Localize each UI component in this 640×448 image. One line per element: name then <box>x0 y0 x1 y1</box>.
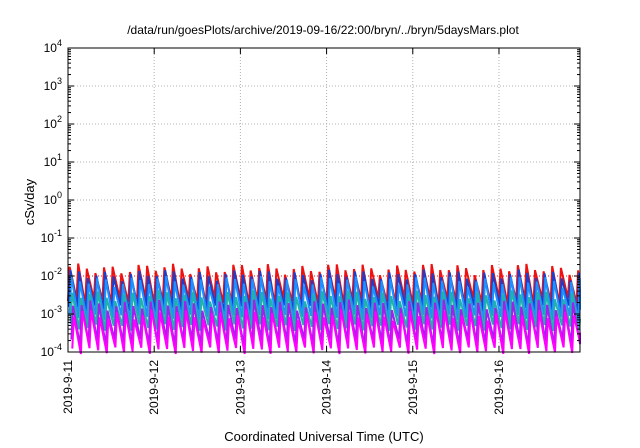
x-axis-label: Coordinated Universal Time (UTC) <box>224 429 423 444</box>
y-tick-label: 102 <box>44 114 62 131</box>
y-tick-label: 10-3 <box>41 304 62 321</box>
y-tick-label: 10-1 <box>41 228 62 245</box>
x-tick-label: 2019-9-12 <box>147 360 161 415</box>
chart-title: /data/run/goesPlots/archive/2019-09-16/2… <box>127 23 519 37</box>
x-tick-label: 2019-9-13 <box>233 360 247 415</box>
y-tick-label: 10-4 <box>41 342 62 359</box>
series-line <box>69 289 581 332</box>
y-tick-label: 100 <box>44 190 62 207</box>
series-group <box>67 263 581 355</box>
x-tick-label: 2019-9-15 <box>406 360 420 415</box>
series-line <box>71 309 581 355</box>
y-tick-label: 103 <box>44 76 62 93</box>
x-tick-label: 2019-9-11 <box>61 360 75 414</box>
x-tick-label: 2019-9-14 <box>320 360 334 415</box>
y-tick-label: 101 <box>44 152 62 169</box>
y-tick-label: 104 <box>44 38 62 55</box>
y-tick-label: 10-2 <box>41 266 62 283</box>
y-axis-label: cSv/day <box>22 178 37 225</box>
axis-ticks: 10-4 10-3 10-2 10-1 100 101 102 103 104 2019-9-11… <box>41 38 580 415</box>
x-tick-label: 2019-9-16 <box>492 360 506 415</box>
